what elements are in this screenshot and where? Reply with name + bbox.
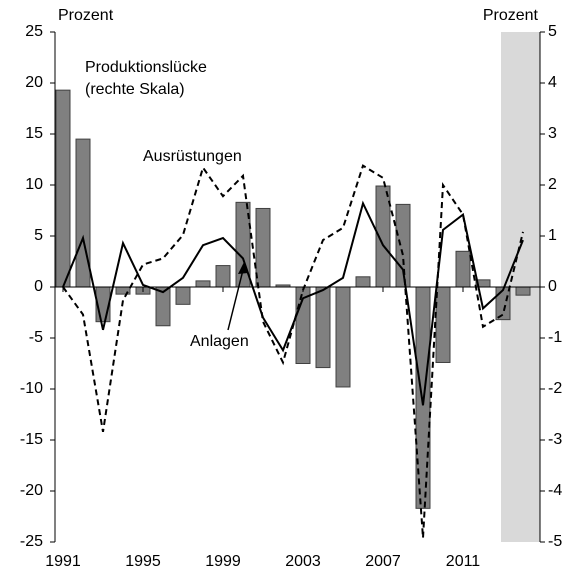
x-tick-label: 2011: [446, 553, 481, 570]
y2-tick-label: -1: [548, 329, 562, 346]
y-tick-label: -5: [29, 329, 43, 346]
y-tick-label: 10: [25, 176, 43, 193]
x-tick-label: 2003: [285, 553, 321, 570]
line: [62, 200, 524, 406]
bar: [435, 286, 451, 363]
annotation: Ausrüstungen: [143, 148, 242, 165]
bar: [215, 265, 231, 288]
y2-tick-label: -3: [548, 431, 562, 448]
arrow: [227, 265, 245, 331]
y-axis-label: Prozent: [58, 7, 114, 24]
y-tick-label: 25: [25, 23, 43, 40]
x-tick-label: 1995: [125, 553, 161, 570]
y-tick-label: 20: [25, 74, 43, 91]
y2-tick-label: -5: [548, 533, 562, 550]
y-tick-label: -25: [20, 533, 43, 550]
bar: [515, 286, 531, 296]
arrow-head: [238, 262, 248, 274]
y-tick-label: 0: [34, 278, 43, 295]
bar: [255, 207, 271, 288]
y2-tick-label: 5: [548, 23, 557, 40]
y2-tick-label: -4: [548, 482, 562, 499]
annotation: (rechte Skala): [85, 81, 185, 98]
y-tick-label: 5: [34, 227, 43, 244]
y2-tick-label: 2: [548, 176, 557, 193]
bar: [195, 280, 211, 288]
bar: [55, 89, 71, 288]
bar: [315, 286, 331, 369]
y-tick-label: 15: [25, 125, 43, 142]
y2-tick-label: 4: [548, 74, 557, 91]
y2-tick-label: 0: [548, 278, 557, 295]
bar: [175, 286, 191, 305]
y-tick-label: -15: [20, 431, 43, 448]
y2-tick-label: -2: [548, 380, 562, 397]
y-tick-label: -10: [20, 380, 43, 397]
dashed-line: [62, 164, 524, 538]
y-tick-label: -20: [20, 482, 43, 499]
x-tick-label: 1999: [205, 553, 241, 570]
x-tick-label: 2007: [365, 553, 401, 570]
annotation: Produktionslücke: [85, 59, 207, 76]
y2-axis-label: Prozent: [483, 7, 539, 24]
bar: [335, 286, 351, 388]
x-tick-label: 1991: [45, 553, 81, 570]
y2-tick-label: 3: [548, 125, 557, 142]
bar: [455, 250, 471, 288]
bar: [355, 276, 371, 288]
annotation: Anlagen: [190, 333, 249, 350]
y2-tick-label: 1: [548, 227, 557, 244]
bar: [495, 286, 511, 321]
